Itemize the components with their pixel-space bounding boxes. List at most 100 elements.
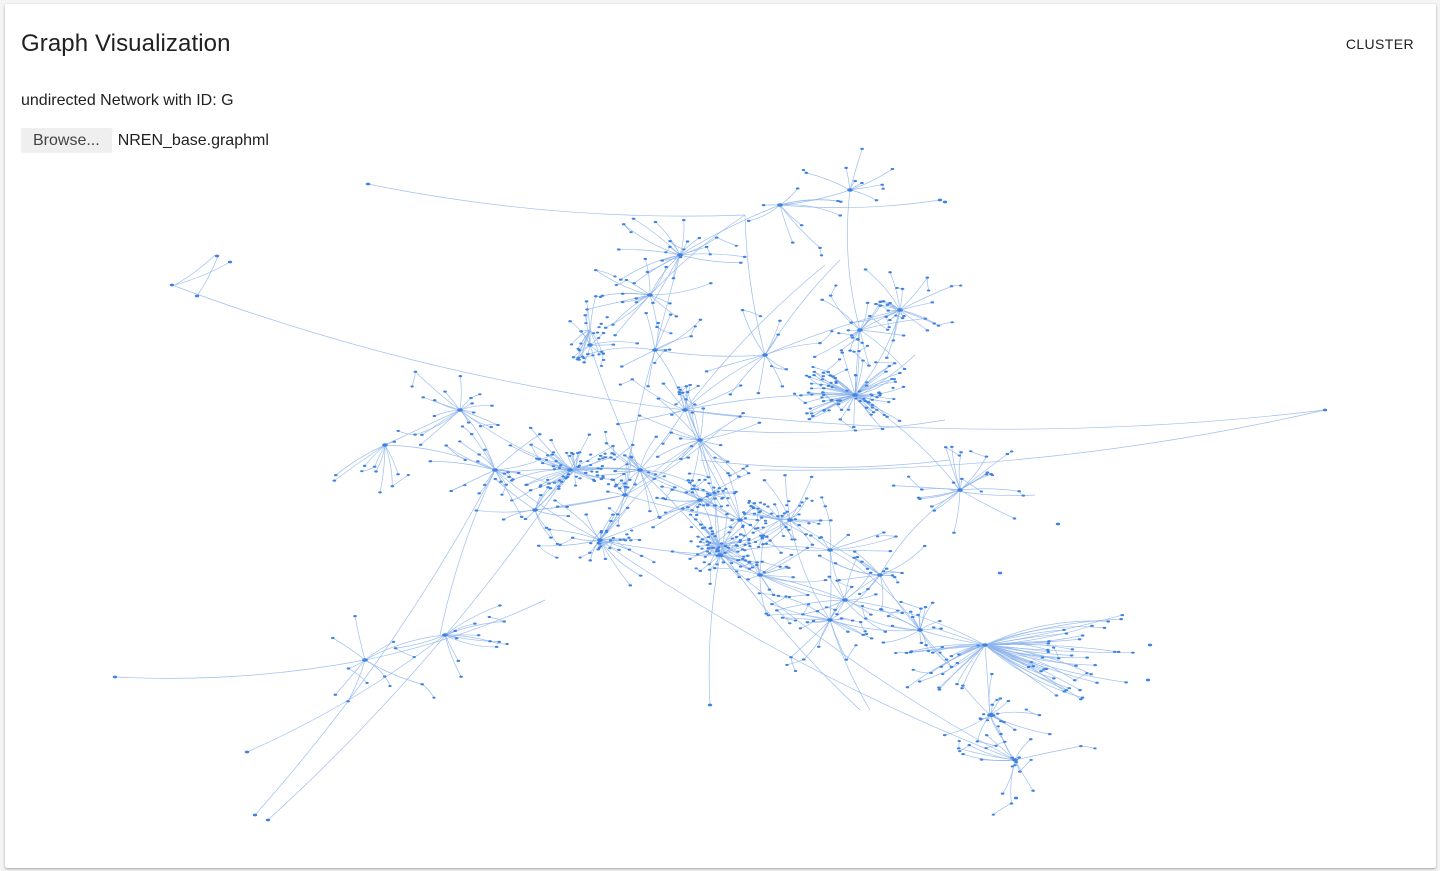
graph-node xyxy=(738,540,742,543)
graph-edge xyxy=(764,354,787,370)
graph-edge xyxy=(530,444,540,460)
graph-edge xyxy=(742,310,766,356)
graph-node xyxy=(564,451,569,454)
graph-edge xyxy=(844,599,886,633)
graph-node xyxy=(709,526,713,529)
graph-edge xyxy=(652,499,701,528)
graph-edge xyxy=(829,549,846,601)
graph-node xyxy=(884,567,889,570)
graph-node xyxy=(634,297,639,300)
graph-node xyxy=(788,622,792,625)
graph-node xyxy=(331,636,335,640)
graph-node xyxy=(621,223,626,226)
browse-button[interactable]: Browse... xyxy=(21,128,112,153)
graph-edge xyxy=(822,299,861,331)
graph-edge xyxy=(618,249,681,256)
graph-node xyxy=(805,621,810,624)
graph-edge xyxy=(961,478,982,492)
graph-node xyxy=(818,341,822,345)
graph-node xyxy=(615,513,620,516)
graph-edge xyxy=(879,574,884,610)
graph-node xyxy=(412,655,416,659)
graph-node xyxy=(620,300,625,304)
graph-node xyxy=(1124,681,1128,684)
graph-node xyxy=(821,375,826,378)
network-graph[interactable] xyxy=(5,4,1436,868)
graph-edge xyxy=(814,329,861,358)
graph-node xyxy=(793,518,798,521)
graph-node xyxy=(805,593,810,597)
graph-node xyxy=(799,394,803,397)
graph-node xyxy=(353,615,357,618)
graph-node xyxy=(833,562,838,565)
graph-node xyxy=(588,551,592,554)
graph-node xyxy=(725,513,729,516)
graph-node xyxy=(831,375,835,378)
graph-node xyxy=(821,399,826,403)
graph-edge xyxy=(759,409,1326,471)
graph-node xyxy=(701,504,706,507)
graph-node xyxy=(360,470,364,473)
graph-node xyxy=(591,354,595,357)
graph-edge xyxy=(849,184,883,191)
graph-node xyxy=(579,460,583,463)
graph-edge xyxy=(926,277,929,291)
graph-node xyxy=(712,566,717,570)
graph-edge xyxy=(839,574,881,581)
graph-node xyxy=(754,563,759,567)
graph-node xyxy=(577,464,582,467)
graph-node xyxy=(888,271,892,274)
graph-node xyxy=(887,401,891,404)
graph-node xyxy=(848,349,852,352)
graph-edge xyxy=(759,547,808,576)
graph-node xyxy=(757,592,761,595)
graph-node xyxy=(960,687,964,690)
graph-node xyxy=(854,397,858,400)
graph-edge xyxy=(384,444,496,471)
graph-edge xyxy=(476,509,536,513)
graph-edge xyxy=(639,469,651,512)
graph-node xyxy=(1047,640,1051,643)
graph-edge xyxy=(620,379,633,385)
graph-edge xyxy=(471,433,496,471)
graph-node xyxy=(528,489,533,492)
graph-node xyxy=(664,265,668,269)
graph-node xyxy=(981,713,986,716)
graph-edge xyxy=(959,489,1015,519)
graph-node xyxy=(1093,664,1097,667)
graph-edge xyxy=(616,279,627,286)
graph-edge xyxy=(779,502,803,521)
graph-node xyxy=(629,231,633,234)
graph-node xyxy=(697,498,703,502)
graph-node xyxy=(566,514,571,518)
graph-node xyxy=(660,259,664,262)
graph-edge xyxy=(829,532,884,551)
graph-node xyxy=(1000,792,1005,795)
graph-node xyxy=(990,712,994,715)
graph-node xyxy=(800,501,804,504)
graph-node xyxy=(596,336,601,340)
graph-node xyxy=(382,675,387,678)
graph-node xyxy=(608,547,612,550)
graph-node xyxy=(874,199,879,202)
graph-edge xyxy=(977,741,997,747)
graph-edge xyxy=(709,569,711,584)
graph-node xyxy=(815,610,820,613)
graph-edge xyxy=(680,439,701,460)
graph-node xyxy=(757,421,762,424)
graph-node xyxy=(838,200,843,203)
graph-edge xyxy=(779,204,794,243)
cluster-button[interactable]: CLUSTER xyxy=(1338,26,1422,62)
graph-node xyxy=(613,470,617,473)
graph-node xyxy=(706,504,710,507)
graph-node xyxy=(847,188,853,192)
graph-edge xyxy=(859,318,926,331)
graph-node xyxy=(699,523,703,526)
graph-node xyxy=(713,456,717,459)
graph-edge xyxy=(384,444,399,475)
graph-node xyxy=(656,321,660,325)
graph-edge xyxy=(744,214,766,356)
graph-edge xyxy=(919,607,926,631)
graph-edge xyxy=(624,439,701,496)
graph-node xyxy=(923,606,928,609)
